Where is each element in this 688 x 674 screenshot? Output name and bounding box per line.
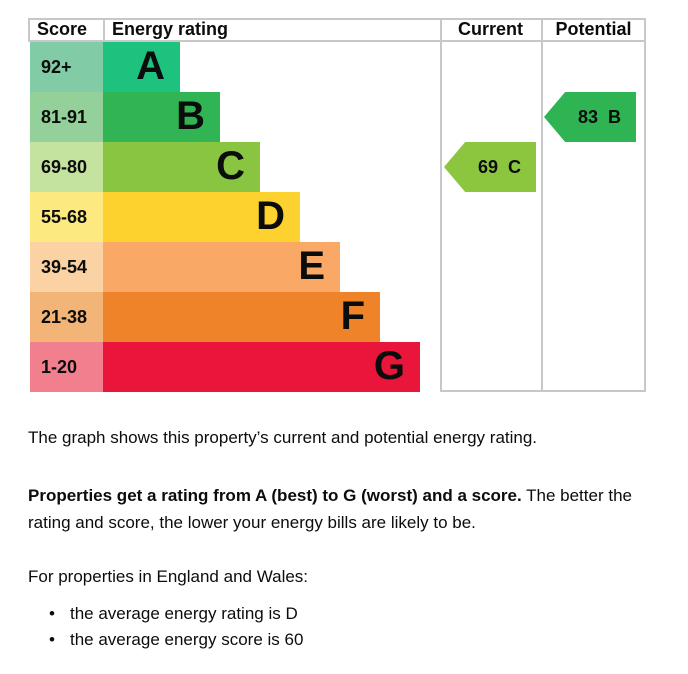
band-bar: E [103, 242, 340, 292]
band-score-range: 81-91 [30, 92, 103, 142]
epc-band-row-g: 1-20 G [28, 342, 646, 392]
potential-rating-marker: 83 B [544, 92, 636, 142]
column-header-potential: Potential [555, 19, 632, 39]
band-score-range: 69-80 [30, 142, 103, 192]
epc-band-row-d: 55-68 D [28, 192, 646, 242]
band-score-range: 1-20 [30, 342, 103, 392]
rating-explanation-rest: The better the rating and score, the low… [28, 486, 632, 532]
rating-explanation: Properties get a rating from A (best) to… [28, 482, 650, 536]
chart-right-border [644, 18, 646, 392]
band-score-range: 39-54 [30, 242, 103, 292]
current-column-divider [440, 18, 442, 392]
england-wales-intro: For properties in England and Wales: [28, 567, 309, 586]
band-bar: D [103, 192, 300, 242]
epc-band-row-f: 21-38 F [28, 292, 646, 342]
band-bar: F [103, 292, 380, 342]
potential-column-divider [541, 18, 543, 392]
chart-header-divider [28, 40, 646, 42]
band-bar: B [103, 92, 220, 142]
chart-header-left-border [28, 18, 30, 42]
band-score-range: 21-38 [30, 292, 103, 342]
column-header-energy-rating: Energy rating [112, 19, 229, 39]
band-bar: G [103, 342, 420, 392]
epc-rating-chart: Score Energy rating Current Potential 92… [28, 18, 646, 392]
potential-letter: B [608, 106, 622, 127]
averages-list: the average energy rating is D the avera… [28, 601, 650, 653]
column-header-score: Score [37, 19, 88, 39]
band-bar: A [103, 42, 180, 92]
potential-score: 83 [577, 106, 599, 127]
column-header-current: Current [457, 19, 523, 39]
epc-band-row-a: 92+ A [28, 42, 646, 92]
average-score-item: the average energy score is 60 [28, 627, 650, 653]
current-rating-marker: 69 C [444, 142, 536, 192]
right-columns-bottom-border [440, 390, 646, 392]
band-score-range: 55-68 [30, 192, 103, 242]
chart-description: The graph shows this property’s current … [28, 428, 538, 447]
rating-explanation-bold: Properties get a rating from A (best) to… [28, 486, 522, 505]
epc-band-row-e: 39-54 E [28, 242, 646, 292]
epc-band-row-c: 69-80 C [28, 142, 646, 192]
epc-band-row-b: 81-91 B [28, 92, 646, 142]
band-score-range: 92+ [30, 42, 103, 92]
current-score: 69 [477, 156, 499, 177]
band-bar: C [103, 142, 260, 192]
average-rating-item: the average energy rating is D [28, 601, 650, 627]
chart-top-border [28, 18, 646, 20]
score-column-divider [103, 18, 105, 42]
current-letter: C [508, 156, 522, 177]
